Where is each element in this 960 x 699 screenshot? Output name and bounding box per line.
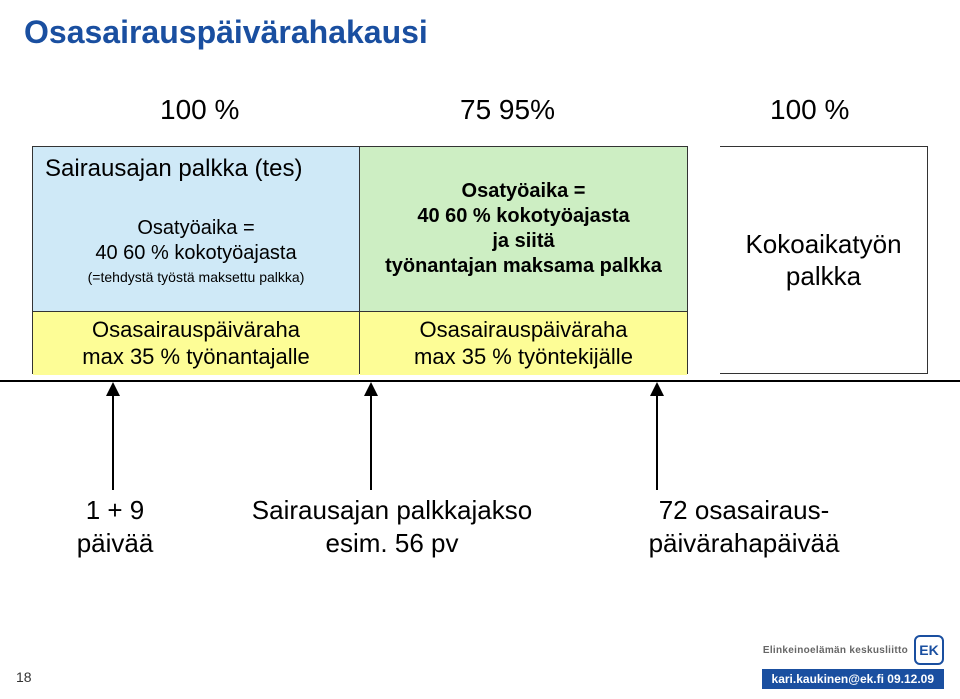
percent-2: 75 95% [460, 94, 555, 126]
bl1-line2: päivää [50, 527, 180, 560]
arrow-3 [656, 384, 658, 490]
ek-logo: Elinkeinoelämän keskusliitto EK [762, 635, 944, 665]
footer-bar: kari.kaukinen@ek.fi 09.12.09 [762, 669, 944, 689]
bl3-line1: 72 osasairaus- [624, 494, 864, 527]
mid-subblock: Osatyöaika = 40 60 % kokotyöajasta ja si… [360, 147, 687, 311]
org-name: Elinkeinoelämän keskusliitto [763, 645, 908, 656]
mid-sub-line1: Osatyöaika = [462, 179, 586, 204]
footer-right: Elinkeinoelämän keskusliitto EK kari.kau… [762, 635, 944, 689]
bl3-line2: päivärahapäivää [624, 527, 864, 560]
left-sub-line1: Osatyöaika = [137, 216, 254, 241]
page-number: 18 [16, 669, 32, 685]
bottom-label-1: 1 + 9 päivää [50, 494, 180, 559]
mid-sub-line4: työnantajan maksama palkka [385, 254, 662, 279]
left-header: Sairausajan palkka (tes) [33, 147, 359, 191]
column-mid: Osatyöaika = 40 60 % kokotyöajasta ja si… [360, 146, 688, 374]
diagram-blocks: Sairausajan palkka (tes) Osatyöaika = 40… [32, 146, 928, 374]
bottom-label-3: 72 osasairaus- päivärahapäivää [624, 494, 864, 559]
mid-yel-line2: max 35 % työntekijälle [414, 344, 633, 370]
left-sub-small: (=tehdystä työstä maksettu palkka) [88, 268, 305, 286]
page-title: Osasairauspäivärahakausi [24, 14, 428, 51]
bottom-label-2: Sairausajan palkkajakso esim. 56 pv [232, 494, 552, 559]
footer-bar-text: kari.kaukinen@ek.fi 09.12.09 [772, 672, 934, 686]
ek-mark-icon: EK [914, 635, 944, 665]
left-sub-line2: 40 60 % kokotyöajasta [95, 241, 296, 266]
bl2-line2: esim. 56 pv [232, 527, 552, 560]
left-yel-line2: max 35 % työnantajalle [82, 344, 309, 370]
percent-3: 100 % [770, 94, 849, 126]
left-yellow: Osasairauspäiväraha max 35 % työnantajal… [33, 311, 359, 375]
right-line1: Kokoaikatyön [745, 228, 901, 261]
right-text: Kokoaikatyön palkka [745, 228, 901, 293]
bl1-line1: 1 + 9 [50, 494, 180, 527]
title-text: Osasairauspäivärahakausi [24, 14, 428, 50]
percent-1: 100 % [160, 94, 239, 126]
column-left: Sairausajan palkka (tes) Osatyöaika = 40… [32, 146, 360, 374]
arrow-2 [370, 384, 372, 490]
right-line2: palkka [745, 260, 901, 293]
bl2-line1: Sairausajan palkkajakso [232, 494, 552, 527]
left-yel-line1: Osasairauspäiväraha [92, 317, 300, 343]
mid-sub-line2: 40 60 % kokotyöajasta [417, 204, 629, 229]
timeline-rule [0, 380, 960, 382]
arrow-1 [112, 384, 114, 490]
mid-yellow: Osasairauspäiväraha max 35 % työntekijäl… [360, 311, 687, 375]
column-right: Kokoaikatyön palkka [720, 146, 928, 374]
percent-row: 100 % 75 95% 100 % [0, 94, 960, 134]
left-subblock: Osatyöaika = 40 60 % kokotyöajasta (=teh… [33, 191, 359, 311]
mid-yel-line1: Osasairauspäiväraha [420, 317, 628, 343]
mid-sub-line3: ja siitä [492, 229, 554, 254]
